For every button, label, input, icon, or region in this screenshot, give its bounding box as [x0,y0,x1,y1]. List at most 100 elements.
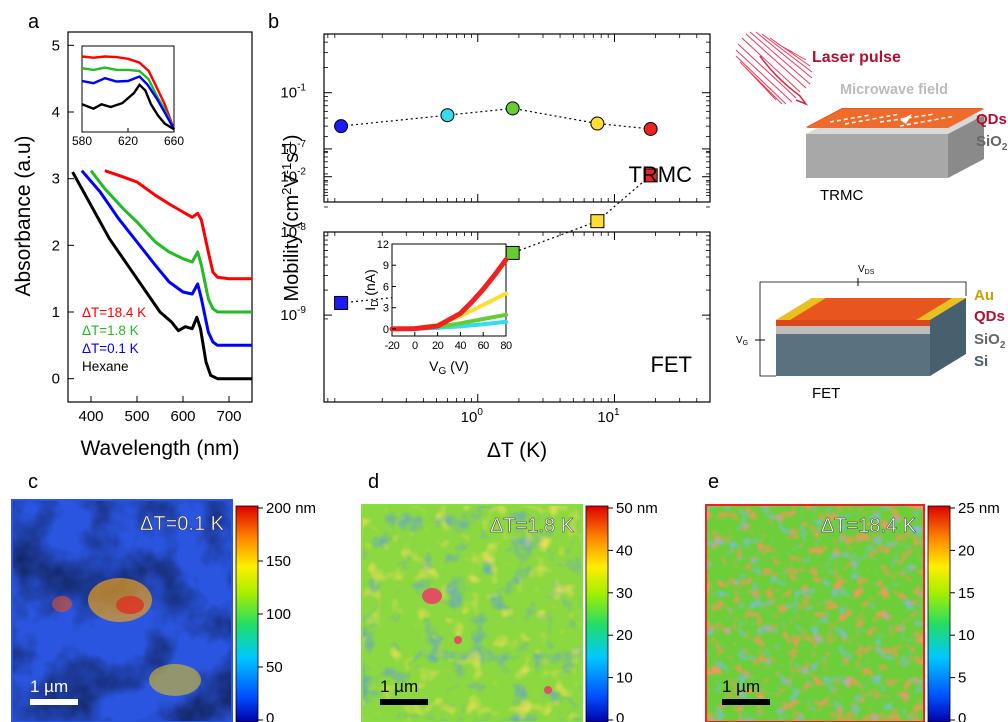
mobility-y-axis-label: Mobility (cm2V-1s-1) [279,134,303,301]
afm-d-scalebar [380,699,428,705]
fet-si-front [776,334,930,376]
absorbance-y-tick-label: 1 [52,304,60,321]
absorbance-x-tick-label: 400 [78,408,103,425]
microwave-arrow-icon [900,114,912,124]
fet-side [930,298,966,376]
inset-line-1 [81,66,176,130]
fet-inset-y-tick-label: 3 [383,303,389,315]
mobility-x-tick-label: 101 [597,407,620,426]
fet-point [334,295,349,310]
colorbar-tick-label: 0 [958,710,966,722]
afm-e-title: ΔT=18.4 K [821,515,917,537]
afm-d-features-high [362,505,582,722]
colorbar-tick-label: 40 [616,542,633,559]
absorbance-series [71,169,252,381]
absorbance-y-axis-label: Absorbance (a.u) [12,135,35,296]
inset-x-tick-label: 580 [72,134,92,148]
colorbar-e-ticks: 25 nm 20 15 10 5 0 [950,500,1000,722]
afm-d-particle-2 [454,636,462,644]
fet-inset-y-tick-label: 0 [383,324,389,336]
vg-circuit [759,296,776,377]
colorbar-tick-label: 200 nm [266,500,316,517]
mobility-x-tick-exponent: 0 [477,407,483,418]
colorbar-tick-label: 20 [958,542,975,559]
trmc-qds-label: QDs [976,111,1007,128]
colorbar-tick-label: 15 [958,585,975,602]
afm-e-scalebar [722,699,770,705]
absorbance-y-tick-label: 3 [52,171,60,188]
vg-label: VG [736,335,748,347]
colorbar-e-gradient [927,505,951,722]
inset-line-3 [81,82,175,131]
afm-c-island-3 [149,664,201,696]
trmc-point [643,121,658,136]
legend-hexane: Hexane [82,359,129,374]
fet-inset-x-tick-label: 60 [478,340,490,352]
absorbance-line-3 [71,171,252,381]
afm-c-scalebar [30,699,78,705]
colorbar-tick-label: 10 [958,627,975,644]
afm-c-island-4 [52,596,72,612]
colorbar-c-ticks: 200 nm 150 100 50 0 [258,500,316,722]
afm-e-frame [705,504,925,722]
panel-label-e: e [708,471,719,493]
absorbance-y-tick-label: 2 [52,237,60,254]
fet-au-label: Au [974,287,994,304]
fet-inset-x-tick-label: 80 [500,340,512,352]
absorbance-y-tick-label: 5 [52,37,60,54]
fet-point [643,168,658,183]
fet-sio2-front [776,326,930,334]
afm-c-frame [11,499,233,722]
afm-e-features-low [706,505,924,722]
absorbance-axis-ticks: 400 500 600 700 0 1 2 3 4 5 [52,37,242,425]
legend-1-8K: ΔT=1.8 K [82,323,139,338]
fet-point [590,214,605,229]
afm-c-title: ΔT=0.1 K [140,513,225,535]
mobility-x-axis-label: ΔT (K) [487,439,547,462]
fet-inset-y-tick-label: 6 [383,281,389,293]
afm-d-scalebar-label: 1 µm [380,677,418,696]
panel-label-b: b [268,11,279,33]
colorbar-tick-label: 20 [616,627,633,644]
mobility-x-tick-label: 100 [461,407,484,426]
colorbar-tick-label: 25 nm [958,500,1000,517]
fet-inset-x-tick-label: -20 [385,340,400,352]
colorbar-d-ticks: 50 nm 40 30 20 10 0 [608,500,658,722]
fet-sio2-label: SiO2 [974,331,1006,351]
colorbar-d-gradient [585,505,609,722]
vds-circuit [759,281,967,296]
trmc-sio2-label: SiO2 [976,133,1008,153]
trmc-device-label: TRMC [820,187,863,204]
trmc-point [590,116,605,131]
trmc-y-tick-exponent: -2 [297,167,306,178]
afm-c-island-2 [116,596,144,614]
fet-device-label: FET [812,385,840,402]
fet-label: FET [650,352,692,377]
fet-point [505,245,520,260]
afm-d-frame [361,504,583,722]
colorbar-d: 50 nm 40 30 20 10 0 [585,500,658,722]
absorbance-line-1 [89,169,252,314]
absorbance-y-tick-label: 4 [52,104,60,121]
legend-18-4K: ΔT=18.4 K [82,305,146,320]
fet-qds-label: QDs [974,308,1005,325]
microwave-field-label: Microwave field [840,82,948,98]
afm-e-scalebar-label: 1 µm [722,677,760,696]
legend-0-1K: ΔT=0.1 K [82,341,139,356]
colorbar-tick-label: 50 [266,659,283,676]
fet-schematic: VDS VG Au QDs SiO2 Si FET [736,264,1006,402]
fet-inset-line [389,257,509,332]
colorbar-tick-label: 100 [266,606,291,623]
fet-inset-y-tick-label: 9 [383,260,389,272]
afm-d-particle-1 [422,588,442,604]
fet-qd-front [776,320,930,326]
fet-qd-layer [776,298,966,320]
mobility-x-tick-exponent: 1 [614,407,620,418]
fet-inset-y-axis-label: ID (nA) [362,269,381,310]
absorbance-x-tick-label: 700 [216,408,241,425]
fet-inset-x-tick-label: 40 [455,340,467,352]
fet-si-label: Si [974,353,988,370]
trmc-qd-layer-top [806,109,984,128]
